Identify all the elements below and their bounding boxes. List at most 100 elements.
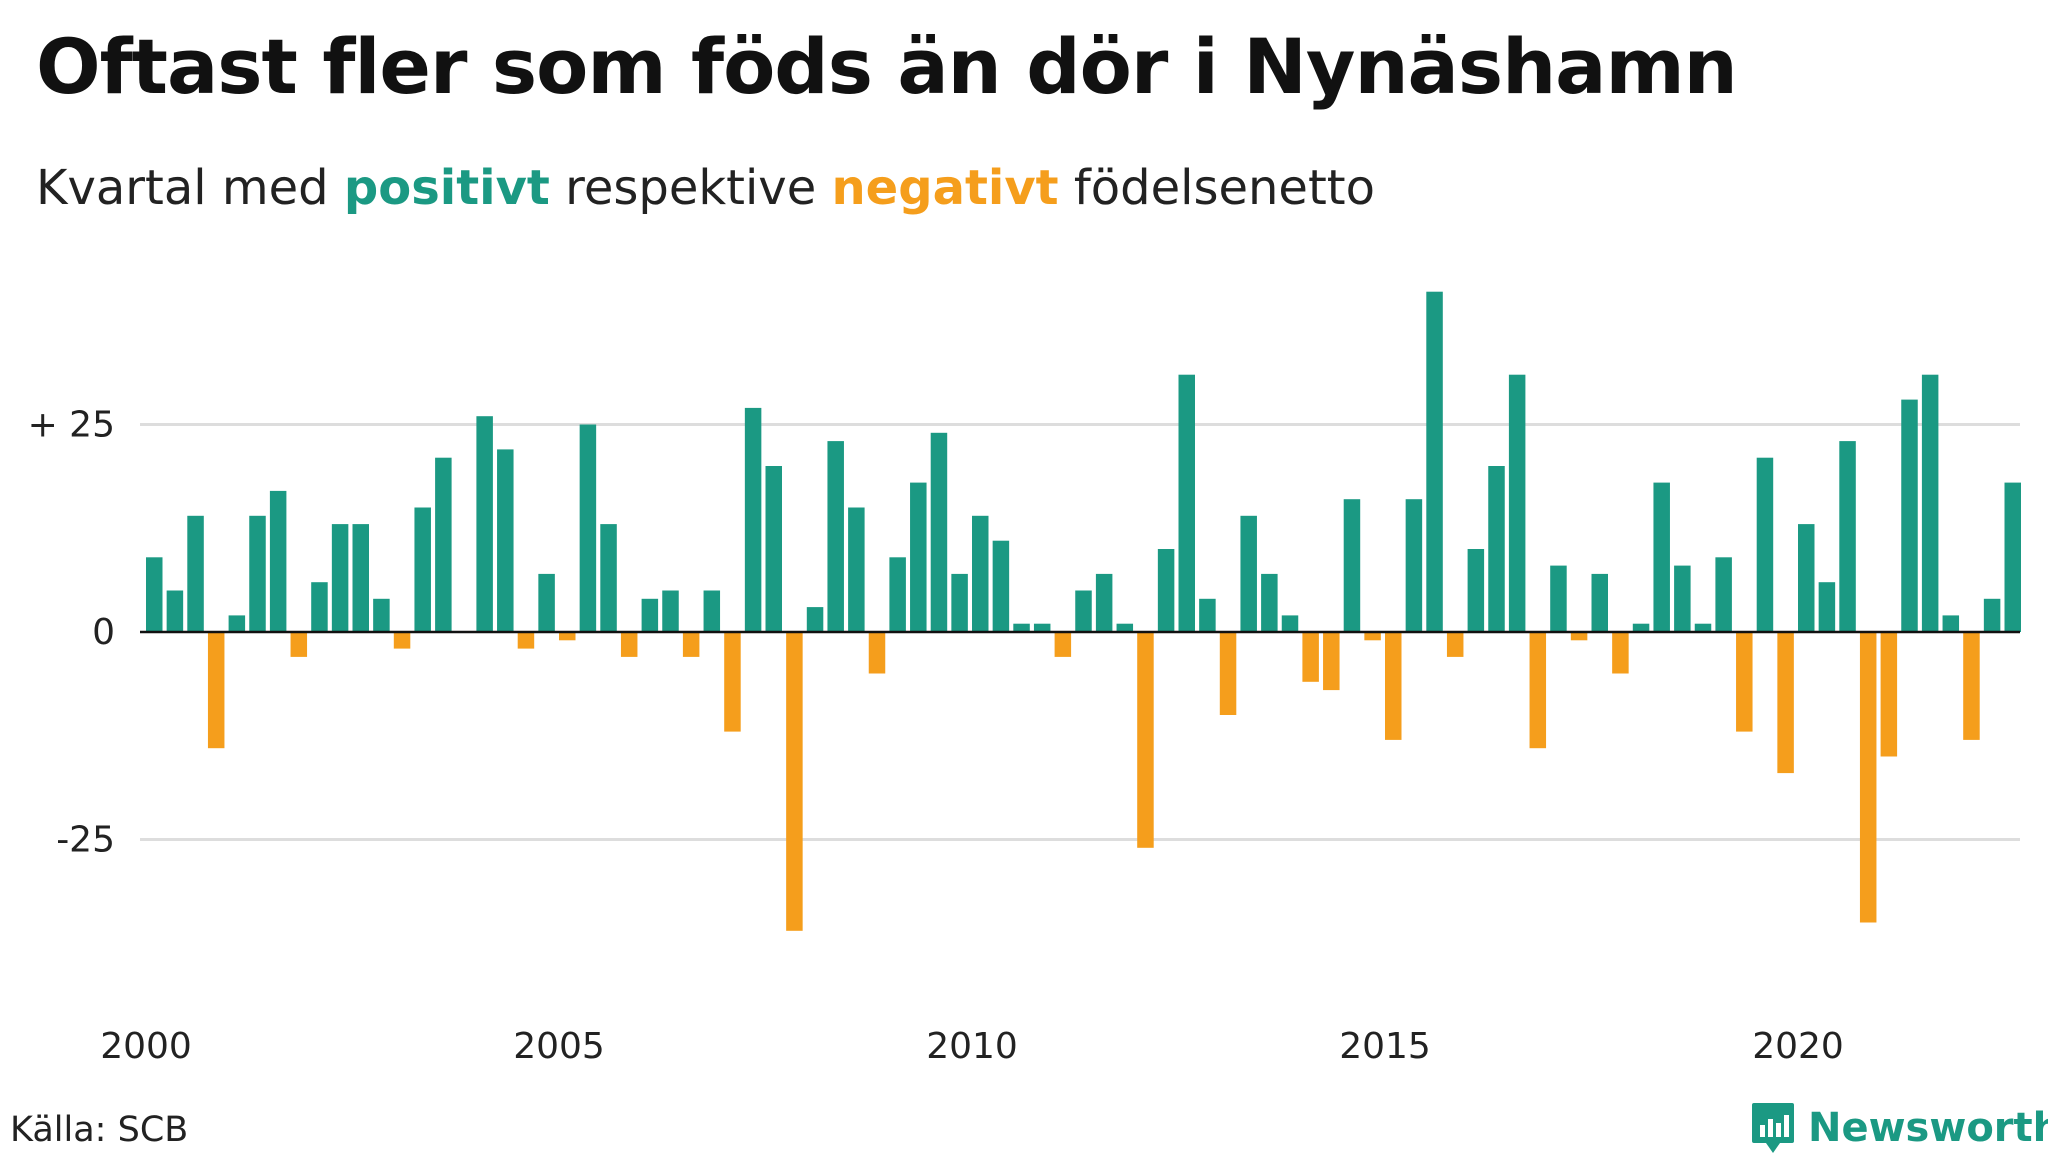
bar bbox=[1488, 466, 1505, 632]
source-note: Källa: SCB bbox=[10, 1110, 189, 1150]
bar bbox=[1880, 632, 1898, 757]
bar bbox=[1364, 632, 1381, 641]
bar bbox=[889, 557, 906, 632]
bar bbox=[352, 524, 369, 632]
bar bbox=[1343, 499, 1361, 632]
bar bbox=[910, 482, 927, 632]
bar bbox=[1715, 557, 1732, 632]
bar bbox=[559, 632, 576, 641]
bar bbox=[951, 573, 968, 632]
bar bbox=[827, 441, 844, 632]
grid-layer bbox=[140, 423, 2020, 841]
bar bbox=[1261, 573, 1278, 632]
bar bbox=[1653, 482, 1670, 632]
bar bbox=[662, 590, 679, 632]
bar bbox=[1942, 615, 1960, 632]
bar bbox=[703, 590, 721, 632]
bar-layer bbox=[146, 291, 2021, 931]
bar bbox=[311, 582, 328, 632]
newsworthy-logo: Newsworthy bbox=[1750, 1100, 2048, 1156]
subtitle-negative: negativt bbox=[831, 160, 1059, 216]
bar bbox=[868, 632, 886, 674]
bar bbox=[517, 632, 535, 649]
bar bbox=[1508, 374, 1526, 632]
bar bbox=[806, 607, 824, 632]
bar bbox=[765, 466, 782, 632]
bar bbox=[1818, 582, 1836, 632]
y-tick-label: 0 bbox=[92, 612, 115, 653]
bar bbox=[1674, 565, 1691, 632]
bar bbox=[1570, 632, 1588, 641]
bar bbox=[848, 507, 865, 632]
bar bbox=[187, 515, 204, 632]
bar bbox=[1178, 374, 1195, 632]
bar bbox=[1137, 632, 1154, 848]
bar bbox=[1199, 598, 1216, 632]
bar bbox=[1694, 623, 1712, 632]
subtitle-middle: respektive bbox=[549, 160, 832, 216]
brand-name: Newsworthy bbox=[1808, 1105, 2048, 1151]
bar bbox=[930, 432, 948, 632]
bar bbox=[207, 632, 225, 749]
bar bbox=[1550, 565, 1567, 632]
subtitle-suffix: födelsenetto bbox=[1058, 160, 1375, 216]
bar bbox=[1901, 399, 1918, 632]
bar bbox=[497, 449, 514, 632]
bar bbox=[1385, 632, 1402, 740]
bar bbox=[393, 632, 411, 649]
bar bbox=[972, 515, 989, 632]
bar bbox=[538, 573, 555, 632]
bar bbox=[1240, 515, 1257, 632]
x-tick-label: 2000 bbox=[100, 1026, 192, 1067]
bar bbox=[579, 424, 597, 632]
bar bbox=[1116, 623, 1134, 632]
bar bbox=[435, 457, 452, 632]
bar bbox=[1323, 632, 1340, 691]
chart-subtitle: Kvartal med positivt respektive negativt… bbox=[36, 160, 1375, 216]
bar bbox=[641, 598, 659, 632]
bar bbox=[1013, 623, 1030, 632]
bar bbox=[600, 524, 617, 632]
axis-layer: + 25 0 -25 2000 2005 2010 2015 2020 bbox=[28, 405, 2020, 1067]
bar bbox=[1736, 632, 1753, 732]
bar bbox=[1612, 632, 1629, 674]
bar bbox=[166, 590, 184, 632]
bar bbox=[1446, 632, 1464, 657]
bar bbox=[1219, 632, 1237, 715]
bar bbox=[1054, 632, 1072, 657]
bar bbox=[1983, 598, 2001, 632]
bar bbox=[744, 407, 762, 632]
bar bbox=[269, 490, 287, 632]
bar bbox=[249, 515, 266, 632]
y-tick-label: -25 bbox=[56, 820, 115, 861]
bar bbox=[1921, 374, 1939, 632]
bar bbox=[682, 632, 700, 657]
subtitle-positive: positivt bbox=[343, 160, 550, 216]
bar bbox=[1095, 573, 1113, 632]
bar bbox=[992, 540, 1010, 632]
bar bbox=[1632, 623, 1650, 632]
bar bbox=[331, 524, 349, 632]
subtitle-prefix: Kvartal med bbox=[36, 160, 344, 216]
bar bbox=[1033, 623, 1051, 632]
bar bbox=[476, 416, 493, 632]
x-tick-label: 2010 bbox=[926, 1026, 1018, 1067]
bar bbox=[1859, 632, 1877, 923]
bar bbox=[1467, 549, 1485, 632]
bar bbox=[724, 632, 741, 732]
bar bbox=[228, 615, 246, 632]
bar bbox=[1302, 632, 1319, 682]
y-tick-label: + 25 bbox=[28, 405, 115, 446]
bar bbox=[1281, 615, 1299, 632]
bar bbox=[373, 598, 390, 632]
chart-title: Oftast fler som föds än dör i Nynäshamn bbox=[36, 22, 1738, 111]
bar bbox=[786, 632, 803, 931]
bar bbox=[1591, 573, 1608, 632]
x-tick-label: 2020 bbox=[1752, 1026, 1844, 1067]
newsworthy-logo-icon bbox=[1752, 1103, 1794, 1153]
bar bbox=[146, 557, 163, 632]
bar bbox=[1426, 291, 1443, 632]
bar bbox=[1529, 632, 1547, 749]
x-tick-label: 2005 bbox=[513, 1026, 605, 1067]
